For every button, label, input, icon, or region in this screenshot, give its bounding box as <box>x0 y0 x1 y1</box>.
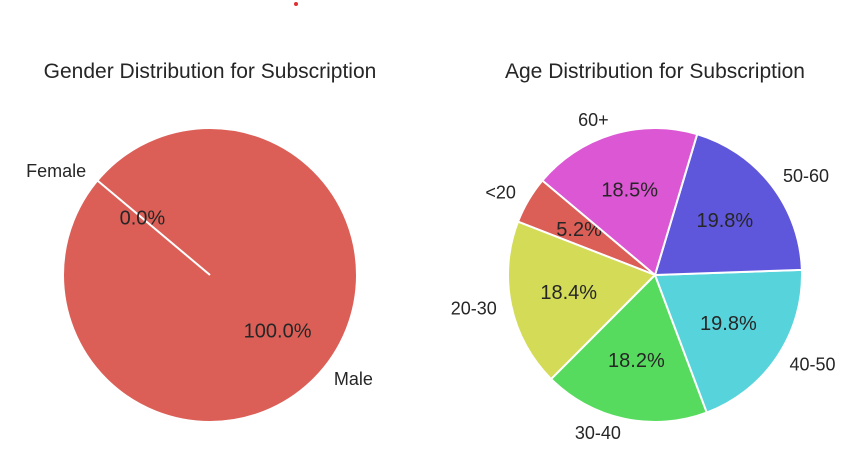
age-pct-60-plus: 18.5% <box>601 180 658 202</box>
age-pct-40-50: 19.8% <box>700 313 757 335</box>
age-slice-40-50 <box>654 268 803 414</box>
age-label-50-60: 50-60 <box>783 166 829 186</box>
gender-pie: Male 100.0% Female 0.0% <box>26 127 373 423</box>
stray-dot <box>294 2 298 6</box>
gender-label-male: Male <box>334 369 373 389</box>
gender-pct-male: 100.0% <box>244 321 312 343</box>
gender-slice-female <box>96 179 211 276</box>
gender-pct-female: 0.0% <box>120 207 166 229</box>
age-label-under-20: <20 <box>485 183 516 203</box>
age-pct-under-20: 5.2% <box>556 219 602 241</box>
age-label-20-30: 20-30 <box>451 298 497 318</box>
age-slice-60-plus <box>541 127 699 276</box>
age-slice-20-30 <box>507 220 656 381</box>
age-chart-title: Age Distribution for Subscription <box>505 60 805 83</box>
age-label-30-40: 30-40 <box>575 423 621 443</box>
age-pct-50-60: 19.8% <box>696 210 753 232</box>
age-pct-30-40: 18.2% <box>608 350 665 372</box>
age-label-60-plus: 60+ <box>578 110 609 130</box>
gender-label-female: Female <box>26 161 86 181</box>
age-pct-20-30: 18.4% <box>540 282 597 304</box>
age-slice-50-60 <box>654 133 803 276</box>
age-label-40-50: 40-50 <box>790 355 836 375</box>
gender-chart-title: Gender Distribution for Subscription <box>44 60 377 83</box>
age-pie: <20 5.2% 20-30 18.4% 30-40 18.2% 40-50 19.8% 50-… <box>451 110 836 443</box>
